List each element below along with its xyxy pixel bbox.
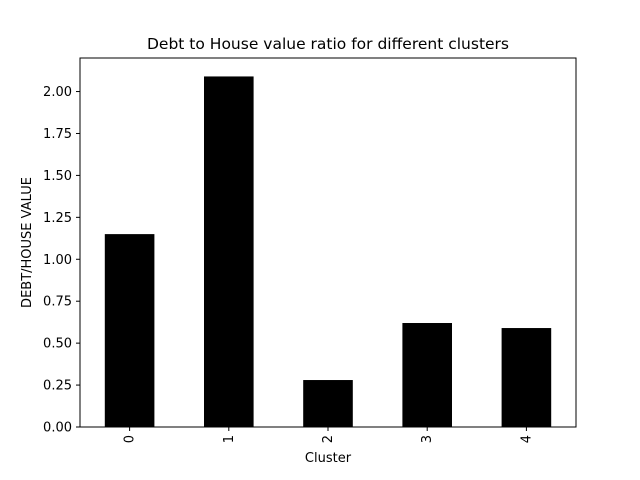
y-tick-label: 0.00 bbox=[43, 421, 72, 436]
y-tick-label: 0.75 bbox=[43, 295, 72, 310]
chart-title: Debt to House value ratio for different … bbox=[147, 35, 509, 53]
y-tick-label: 1.75 bbox=[43, 127, 72, 142]
y-tick-label: 1.50 bbox=[43, 169, 72, 184]
x-axis-label: Cluster bbox=[305, 451, 352, 466]
y-tick-label: 1.00 bbox=[43, 253, 72, 268]
bars-group bbox=[104, 76, 552, 427]
plot-frame bbox=[79, 57, 577, 428]
x-tick-label: 0 bbox=[123, 435, 138, 443]
bar-cluster-4 bbox=[501, 328, 552, 427]
y-tick-label: 2.00 bbox=[43, 85, 72, 100]
x-axis-ticks: 0 1 2 3 4 bbox=[123, 427, 534, 443]
bar-cluster-3 bbox=[402, 323, 452, 427]
y-axis-label: DEBT/HOUSE VALUE bbox=[20, 177, 35, 308]
y-tick-label: 1.25 bbox=[43, 211, 72, 226]
y-axis-ticks: 0.00 0.25 0.50 0.75 1.00 1.25 1.50 1.75 2.00 bbox=[43, 85, 80, 436]
bar-cluster-2 bbox=[303, 380, 353, 427]
y-tick-label: 0.25 bbox=[43, 379, 72, 394]
x-tick-label: 4 bbox=[519, 435, 534, 443]
x-tick-label: 1 bbox=[222, 435, 237, 443]
y-tick-label: 0.50 bbox=[43, 337, 72, 352]
bar-cluster-1 bbox=[204, 76, 254, 427]
x-tick-label: 2 bbox=[321, 435, 336, 443]
bar-cluster-0 bbox=[104, 234, 155, 427]
x-tick-label: 3 bbox=[420, 435, 435, 443]
